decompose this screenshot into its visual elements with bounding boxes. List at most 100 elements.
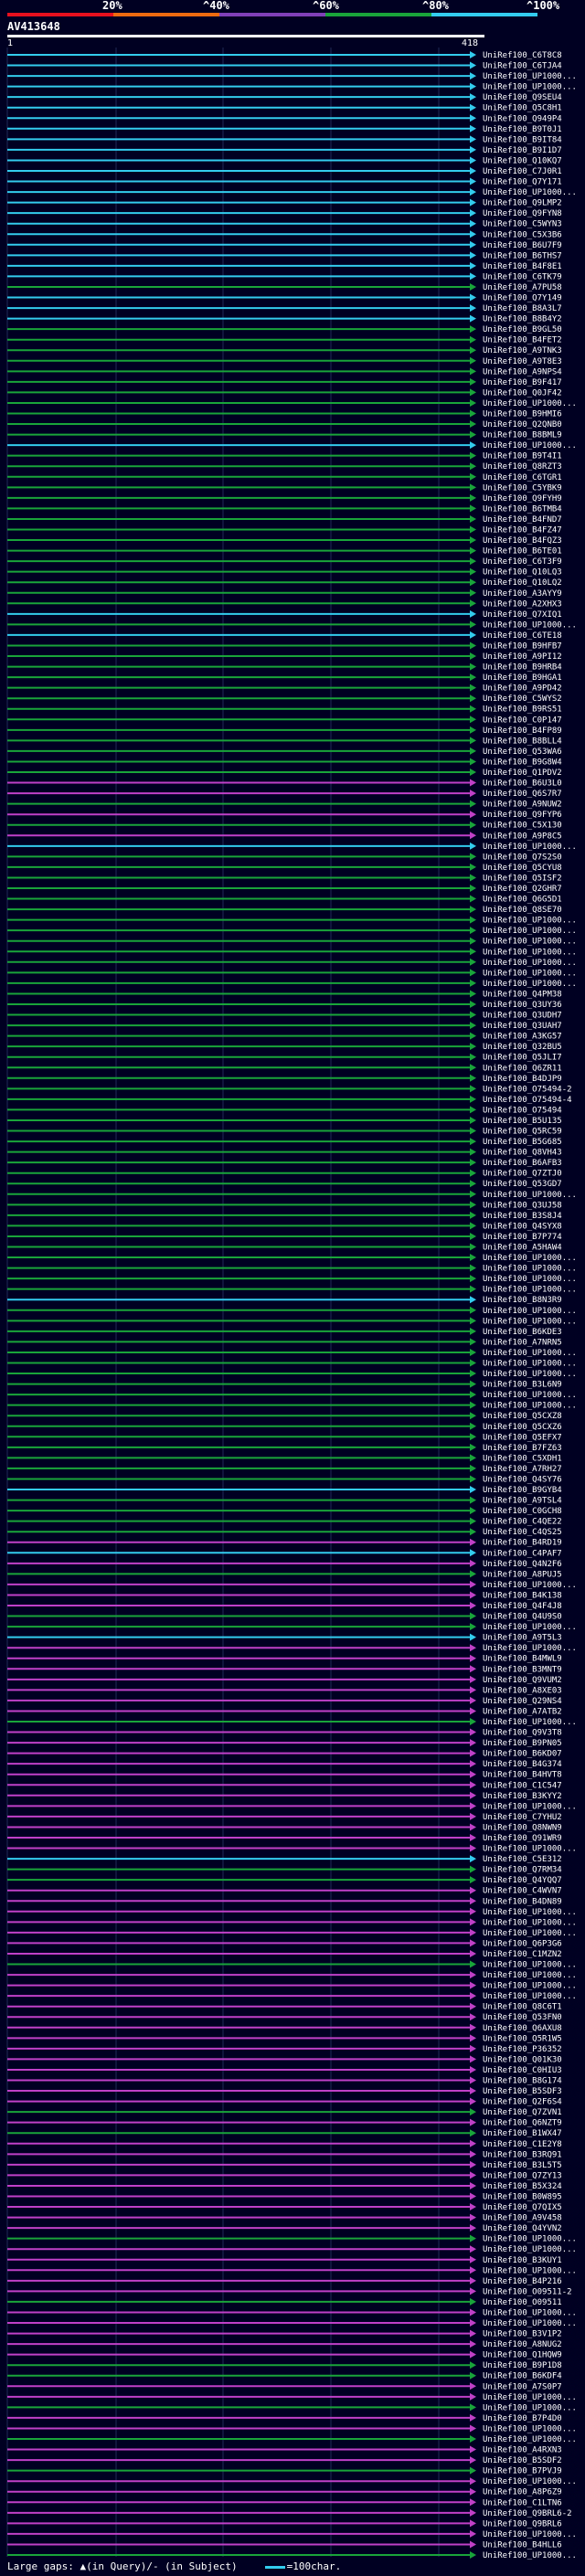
hit-row[interactable]: UniRef100_UP1000... [7,1401,577,1411]
hit-row[interactable]: UniRef100_A5HAW4 [7,1243,562,1253]
hit-label[interactable]: UniRef100_B4DJP9 [483,1075,562,1084]
hit-label[interactable]: UniRef100_B8G174 [483,2077,562,2086]
hit-row[interactable]: UniRef100_UP1000... [7,1359,577,1368]
hit-row[interactable]: UniRef100_Q9V3T8 [7,1728,562,1738]
hit-row[interactable]: UniRef100_B9T4I1 [7,451,562,461]
hit-row[interactable]: UniRef100_Q8VH43 [7,1148,562,1158]
hit-label[interactable]: UniRef100_Q53GD7 [483,1180,562,1189]
hit-row[interactable]: UniRef100_B3KUY1 [7,2255,562,2265]
hit-label[interactable]: UniRef100_B6KDF4 [483,2372,562,2381]
hit-label[interactable]: UniRef100_P36352 [483,2045,562,2054]
hit-row[interactable]: UniRef100_B4DN89 [7,1897,562,1906]
hit-label[interactable]: UniRef100_Q5CXZ8 [483,1412,562,1421]
hit-row[interactable]: UniRef100_UP1000... [7,1918,577,1927]
hit-label[interactable]: UniRef100_Q3UAH7 [483,1022,562,1031]
hit-label[interactable]: UniRef100_Q7QIX5 [483,2203,562,2212]
hit-label[interactable]: UniRef100_Q4SYX8 [483,1222,562,1231]
hit-label[interactable]: UniRef100_B6TE01 [483,547,562,557]
hit-row[interactable]: UniRef100_UP1000... [7,1254,577,1263]
hit-label[interactable]: UniRef100_C6T8C8 [483,51,562,60]
hit-label[interactable]: UniRef100_UP1000... [483,1581,577,1590]
hit-label[interactable]: UniRef100_Q2GHR7 [483,885,562,894]
hit-row[interactable]: UniRef100_Q8SE70 [7,906,562,915]
hit-label[interactable]: UniRef100_A3KG57 [483,1033,562,1042]
hit-row[interactable]: UniRef100_B6TMB4 [7,504,562,514]
hit-row[interactable]: UniRef100_A7NRN5 [7,1338,562,1347]
hit-row[interactable]: UniRef100_Q0JF42 [7,388,562,398]
hit-label[interactable]: UniRef100_A9NPS4 [483,367,562,376]
hit-label[interactable]: UniRef100_B4FP89 [483,726,562,736]
hit-label[interactable]: UniRef100_A9P8C5 [483,832,562,841]
hit-label[interactable]: UniRef100_Q9BRL6-2 [483,2509,572,2518]
hit-label[interactable]: UniRef100_UP1000... [483,969,577,978]
hit-label[interactable]: UniRef100_B4P216 [483,2277,562,2286]
hit-row[interactable]: UniRef100_A8XE03 [7,1686,562,1695]
hit-row[interactable]: UniRef100_C5WYS2 [7,694,562,704]
hit-row[interactable]: UniRef100_C1E2Y8 [7,2139,562,2149]
hit-row[interactable]: UniRef100_Q5ISF2 [7,874,562,883]
hit-label[interactable]: UniRef100_B9RS51 [483,705,562,715]
hit-row[interactable]: UniRef100_UP1000... [7,2266,577,2275]
hit-label[interactable]: UniRef100_UP1000... [483,1929,577,1938]
hit-label[interactable]: UniRef100_B9T0J1 [483,125,562,134]
hit-label[interactable]: UniRef100_B9GL50 [483,325,562,334]
hit-label[interactable]: UniRef100_O75494-4 [483,1096,572,1105]
hit-label[interactable]: UniRef100_UP1000... [483,1275,577,1284]
hit-label[interactable]: UniRef100_C0HIU3 [483,2066,562,2075]
hit-label[interactable]: UniRef100_B3MNT9 [483,1665,562,1674]
hit-label[interactable]: UniRef100_A2XHX3 [483,599,562,609]
hit-row[interactable]: UniRef100_B6KDE3 [7,1327,562,1337]
hit-row[interactable]: UniRef100_B7P774 [7,1232,562,1242]
hit-label[interactable]: UniRef100_UP1000... [483,441,577,451]
hit-label[interactable]: UniRef100_B4HLL6 [483,2540,562,2549]
hit-row[interactable]: UniRef100_B3V1P2 [7,2329,562,2339]
hit-label[interactable]: UniRef100_Q7Y149 [483,294,562,303]
hit-label[interactable]: UniRef100_Q5R1W5 [483,2034,562,2043]
hit-label[interactable]: UniRef100_B9T4I1 [483,452,562,461]
hit-row[interactable]: UniRef100_Q4SYX8 [7,1222,562,1231]
hit-label[interactable]: UniRef100_A8PUJ5 [483,1570,562,1579]
hit-label[interactable]: UniRef100_B9G8W4 [483,758,562,767]
hit-row[interactable]: UniRef100_A8PUJ5 [7,1570,562,1579]
hit-label[interactable]: UniRef100_Q7XIQ1 [483,610,562,620]
hit-row[interactable]: UniRef100_UP1000... [7,1275,577,1284]
hit-row[interactable]: UniRef100_B6AFB3 [7,1159,562,1168]
hit-label[interactable]: UniRef100_UP1000... [483,938,577,947]
hit-label[interactable]: UniRef100_B9P1D8 [483,2361,562,2370]
hit-label[interactable]: UniRef100_Q7RM34 [483,1866,562,1875]
hit-label[interactable]: UniRef100_UP1000... [483,1370,577,1379]
hit-label[interactable]: UniRef100_B4HVT8 [483,1771,562,1780]
hit-label[interactable]: UniRef100_B3V1P2 [483,2330,562,2339]
hit-row[interactable]: UniRef100_UP1000... [7,958,577,968]
hit-label[interactable]: UniRef100_C5XDH1 [483,1454,562,1463]
hit-label[interactable]: UniRef100_UP1000... [483,917,577,926]
hit-label[interactable]: UniRef100_UP1000... [483,1307,577,1316]
hit-label[interactable]: UniRef100_Q8C6T1 [483,2003,562,2012]
hit-row[interactable]: UniRef100_A4RXN3 [7,2445,562,2455]
hit-row[interactable]: UniRef100_A9PD42 [7,684,562,694]
hit-label[interactable]: UniRef100_UP1000... [483,2319,577,2328]
hit-row[interactable]: UniRef100_Q9BRL6-2 [7,2508,572,2518]
hit-label[interactable]: UniRef100_B9PN05 [483,1739,562,1748]
hit-row[interactable]: UniRef100_UP1000... [7,2234,577,2244]
hit-label[interactable]: UniRef100_B4FQZ3 [483,536,562,546]
hit-label[interactable]: UniRef100_A7PU58 [483,283,562,292]
hit-row[interactable]: UniRef100_UP1000... [7,842,577,852]
hit-label[interactable]: UniRef100_C1MZN2 [483,1950,562,1959]
hit-label[interactable]: UniRef100_B1WX47 [483,2129,562,2138]
hit-row[interactable]: UniRef100_Q5JLI7 [7,1053,562,1063]
hit-row[interactable]: UniRef100_UP1000... [7,937,577,947]
hit-label[interactable]: UniRef100_B8BLL4 [483,737,562,746]
hit-row[interactable]: UniRef100_A9NUW2 [7,800,562,810]
hit-row[interactable]: UniRef100_C6TE18 [7,631,562,641]
hit-row[interactable]: UniRef100_Q4YQQ7 [7,1876,562,1885]
hit-label[interactable]: UniRef100_C7J0R1 [483,167,562,176]
hit-row[interactable]: UniRef100_UP1000... [7,927,577,936]
hit-label[interactable]: UniRef100_UP1000... [483,959,577,968]
hit-label[interactable]: UniRef100_O09511-2 [483,2287,572,2296]
hit-row[interactable]: UniRef100_C0HIU3 [7,2065,562,2075]
hit-label[interactable]: UniRef100_B9IT84 [483,135,562,144]
hit-row[interactable]: UniRef100_A9T5L3 [7,1633,562,1643]
hit-row[interactable]: UniRef100_UP1000... [7,1992,577,2001]
hit-row[interactable]: UniRef100_UP1000... [7,916,577,926]
